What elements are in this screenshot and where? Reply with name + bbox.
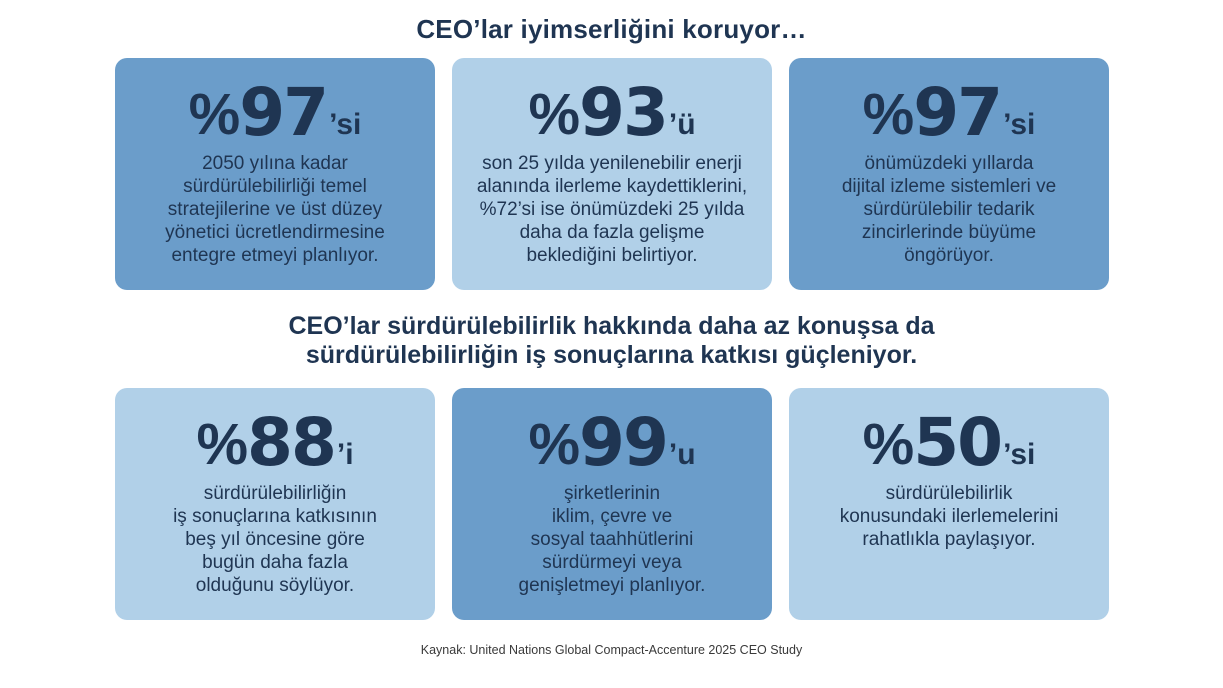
stat-figure: % 97 ’si: [188, 74, 362, 151]
stat-figure: % 88 ’i: [196, 404, 354, 481]
stat-description: son 25 yılda yenilenebilir enerji alanın…: [477, 152, 747, 267]
desc-line: olduğunu söylüyor.: [195, 575, 355, 596]
stat-value: 50: [913, 404, 1003, 481]
stat-suffix: ’si: [329, 108, 362, 141]
stat-description: 2050 yılına kadar sürdürülebilirliği tem…: [165, 152, 385, 267]
source-citation: Kaynak: United Nations Global Compact-Ac…: [420, 643, 803, 657]
section2-title-line: sürdürülebilirliğin iş sonuçlarına katkı…: [305, 341, 918, 369]
desc-line: rahatlıkla paylaşıyor.: [862, 529, 1036, 550]
stat-card-93-renewable: % 93 ’ü son 25 yılda yenilenebilir enerj…: [452, 58, 772, 290]
desc-line: entegre etmeyi planlıyor.: [171, 245, 379, 266]
percent-sign: %: [862, 82, 915, 147]
desc-line: zincirlerinde büyüme: [861, 222, 1037, 243]
section2-title: CEO’lar sürdürülebilirlik hakkında daha …: [0, 312, 1223, 370]
percent-sign: %: [862, 412, 915, 477]
stat-suffix: ’u: [668, 438, 696, 471]
stat-value: 88: [247, 404, 337, 481]
stat-card-97-digital: % 97 ’si önümüzdeki yıllarda dijital izl…: [789, 58, 1109, 290]
stat-suffix: ’i: [336, 438, 354, 471]
stat-figure: % 93 ’ü: [528, 74, 696, 151]
desc-line: sürdürülebilirlik: [885, 483, 1013, 504]
desc-line: stratejilerine ve üst düzey: [167, 199, 383, 220]
desc-line: %72’si ise önümüzdeki 25 yılda: [479, 199, 745, 220]
desc-line: dijital izleme sistemleri ve: [841, 176, 1057, 197]
percent-sign: %: [528, 412, 580, 477]
stat-value: 93: [579, 74, 669, 151]
stat-figure: % 99 ’u: [528, 404, 696, 481]
stat-description: sürdürülebilirlik konusundaki ilerlemele…: [840, 482, 1059, 551]
desc-line: önümüzdeki yıllarda: [864, 153, 1034, 174]
desc-line: genişletmeyi planlıyor.: [518, 575, 706, 596]
desc-line: şirketlerinin: [563, 483, 661, 504]
stat-suffix: ’ü: [668, 108, 696, 141]
desc-line: konusundaki ilerlemelerini: [839, 506, 1059, 527]
desc-line: bugün daha fazla: [202, 552, 348, 573]
stat-card-97-strategy: % 97 ’si 2050 yılına kadar sürdürülebili…: [115, 58, 435, 290]
desc-line: beklediğini belirtiyor.: [526, 245, 698, 266]
section2-title-line: CEO’lar sürdürülebilirlik hakkında daha …: [288, 312, 935, 340]
percent-sign: %: [188, 82, 241, 147]
stat-description: önümüzdeki yıllarda dijital izleme siste…: [842, 152, 1056, 267]
stat-figure: % 97 ’si: [862, 74, 1036, 151]
desc-line: 2050 yılına kadar: [202, 153, 348, 174]
stat-figure: % 50 ’si: [862, 404, 1036, 481]
stat-suffix: ’si: [1003, 438, 1036, 471]
percent-sign: %: [196, 412, 248, 477]
stat-description: sürdürülebilirliğin iş sonuçlarına katkı…: [173, 482, 377, 597]
stat-card-50-sharing: % 50 ’si sürdürülebilirlik konusundaki i…: [789, 388, 1109, 620]
stat-card-99-commitments: % 99 ’u şirketlerinin iklim, çevre ve so…: [452, 388, 772, 620]
desc-line: alanında ilerleme kaydettiklerini,: [476, 176, 748, 197]
stat-card-88-business: % 88 ’i sürdürülebilirliğin iş sonuçları…: [115, 388, 435, 620]
desc-line: sürdürülebilirliğin: [203, 483, 347, 504]
desc-line: yönetici ücretlendirmesine: [165, 222, 385, 243]
stat-value: 97: [913, 74, 1003, 151]
section2-cards: % 88 ’i sürdürülebilirliğin iş sonuçları…: [115, 388, 1109, 620]
stat-description: şirketlerinin iklim, çevre ve sosyal taa…: [519, 482, 706, 597]
desc-line: sosyal taahhütlerini: [530, 529, 694, 550]
stat-value: 99: [579, 404, 669, 481]
section1-cards: % 97 ’si 2050 yılına kadar sürdürülebili…: [115, 58, 1109, 290]
desc-line: beş yıl öncesine göre: [185, 529, 365, 550]
desc-line: iş sonuçlarına katkısının: [173, 506, 377, 527]
desc-line: son 25 yılda yenilenebilir enerji: [482, 153, 742, 174]
desc-line: sürdürmeyi veya: [542, 552, 682, 573]
desc-line: iklim, çevre ve: [551, 506, 673, 527]
desc-line: sürdürülebilir tedarik: [863, 199, 1035, 220]
section1-title: CEO’lar iyimserliğini koruyor…: [416, 14, 807, 44]
percent-sign: %: [528, 82, 580, 147]
stat-suffix: ’si: [1003, 108, 1036, 141]
stat-value: 97: [239, 74, 329, 151]
desc-line: daha da fazla gelişme: [519, 222, 705, 243]
desc-line: sürdürülebilirliği temel: [183, 176, 367, 197]
desc-line: öngörüyor.: [904, 245, 994, 266]
